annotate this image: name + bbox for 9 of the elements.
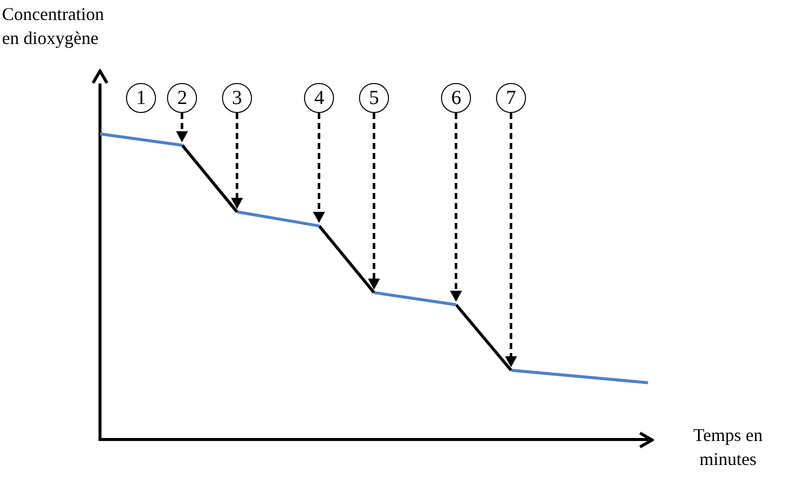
text: 4	[314, 86, 324, 110]
text: 7	[506, 86, 516, 110]
text: 3	[232, 86, 242, 110]
y-axis-title: Concentration en dioxygène	[2, 3, 105, 50]
text: 5	[369, 86, 379, 110]
text: 6	[451, 86, 462, 110]
x-axis-title: Temps en minutes	[692, 424, 764, 471]
text: 2	[177, 86, 188, 110]
text: 1	[136, 86, 146, 110]
